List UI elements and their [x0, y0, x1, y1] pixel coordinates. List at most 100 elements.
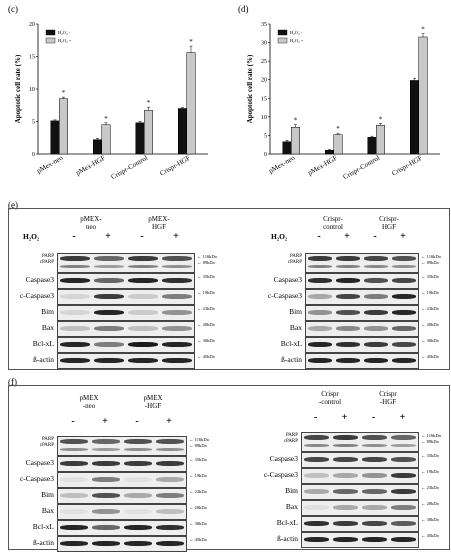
blot-band [128, 265, 158, 268]
blot-band [391, 537, 416, 542]
blot-band [391, 505, 416, 510]
blot-e-right-kda-marker: ← 35kDa [421, 274, 439, 279]
blot-band [304, 505, 329, 510]
legend-swatch [277, 29, 288, 36]
treatment-plus-sign: + [102, 416, 108, 427]
blot-band [364, 342, 388, 347]
blot-e-right-kda-marker: ← 23kDa [421, 306, 439, 311]
blot-f-right-blot-strip [301, 532, 419, 548]
blot-band [162, 265, 192, 268]
blot-band [336, 326, 360, 331]
blot-band [336, 256, 360, 261]
x-tick-label: pMex-neo [267, 154, 296, 176]
blot-band [60, 439, 88, 444]
blot-e-right-row-label: Bax [289, 323, 302, 332]
blot-band [391, 457, 416, 462]
blot-e-left-kda-marker: ← 116kDa [197, 254, 217, 259]
blot-band [333, 444, 358, 447]
y-tick-label: 5 [264, 133, 267, 139]
treatment-minus-sign: - [313, 412, 318, 423]
x-tick-label: pMex-HGF [74, 154, 106, 177]
blot-e-right-blot-strip [305, 289, 419, 305]
blot-band [94, 294, 124, 299]
bar [367, 137, 377, 155]
bar [282, 141, 292, 155]
blot-band [308, 310, 332, 315]
blot-band [362, 521, 387, 526]
blot-band [362, 537, 387, 542]
y-axis-label: Apoptotic cell rate (%) [246, 54, 254, 123]
blot-f-left-blot-strip [57, 520, 187, 536]
blot-band [128, 342, 158, 347]
blot-band [362, 444, 387, 447]
blot-e-right-blot-strip [305, 337, 419, 353]
blot-band [304, 521, 329, 526]
blot-band [392, 265, 416, 268]
blot-f-left-blot-strip [57, 488, 187, 504]
y-axis-label: Apoptotic cell rate (%) [14, 54, 22, 123]
blot-band [60, 310, 90, 315]
blot-e-right-row-label: Bim [289, 307, 302, 316]
blot-f-left-blot-strip [57, 456, 187, 472]
blot-band [124, 448, 152, 451]
blot-f-right-kda-marker: ← 30kDa [421, 517, 439, 522]
blot-band [156, 461, 184, 466]
blot-band [364, 310, 388, 315]
y-tick-label: 10 [29, 87, 35, 93]
x-tick-label: Crispr-HGF [159, 154, 192, 178]
panel-letter-c: (c) [8, 4, 18, 14]
blot-band [92, 448, 120, 451]
blot-band [308, 278, 332, 283]
blot-band [124, 493, 152, 498]
blot-band [128, 310, 158, 315]
blot-band [364, 265, 388, 268]
blot-band [364, 294, 388, 299]
blot-f-right-blot-strip [301, 432, 419, 452]
blot-e-left-kda-marker: ← 19kDa [197, 290, 215, 295]
blot-e-right-row-label: ß-actin [281, 355, 302, 364]
blot-band [92, 509, 120, 514]
blot-band [362, 489, 387, 494]
blot-band [333, 457, 358, 462]
blot-band [156, 525, 184, 530]
western-blot-panel-f: pMEX -neo pMEX -HGF - + - + PARP cPARP ← 116kDa… [8, 385, 450, 552]
blot-f-right-blot-strip [301, 484, 419, 500]
treatment-minus-sign: - [371, 412, 376, 423]
blot-band [60, 294, 90, 299]
treatment-label: H₂O₂ [271, 232, 288, 241]
blot-f-right-row-label: Bcl-xL [276, 518, 298, 527]
bar [93, 139, 102, 155]
blot-band [308, 326, 332, 331]
blot-f-left-blot-strip [57, 436, 187, 456]
blot-band [156, 439, 184, 444]
blot-band [60, 358, 90, 363]
y-tick-label: 20 [261, 78, 267, 84]
blot-band [304, 444, 329, 447]
blot-e-left-blot-strip [57, 337, 195, 353]
blot-f-left-kda-marker: ← 89kDa [189, 443, 207, 448]
blot-band [124, 509, 152, 514]
blot-band [94, 265, 124, 268]
blot-band [304, 537, 329, 542]
legend-swatch [45, 37, 56, 44]
blot-f-right-kda-marker: ← 19kDa [421, 469, 439, 474]
blot-band [364, 278, 388, 283]
blot-f-right-kda-marker: ← 116kDa [421, 433, 441, 438]
blot-e-left-kda-marker: ← 20kDa [197, 322, 215, 327]
x-tick-label: Crispr-Control [342, 154, 382, 181]
blot-band [336, 358, 360, 363]
bar-chart-c: 0 5 10 15 20 Apoptotic cell rate (%) * pMex-neo… [14, 22, 208, 181]
blot-band [94, 358, 124, 363]
bar [291, 127, 300, 155]
blot-band [60, 326, 90, 331]
blot-band [391, 473, 416, 478]
blot-band [60, 256, 90, 261]
bar [135, 122, 145, 155]
blot-band [92, 541, 120, 546]
bar [144, 110, 153, 155]
y-tick-label: 15 [29, 55, 35, 61]
blot-band [392, 294, 416, 299]
blot-band [364, 326, 388, 331]
y-tick-label: 35 [261, 22, 267, 28]
blot-e-left-row-label: Bim [41, 307, 54, 316]
